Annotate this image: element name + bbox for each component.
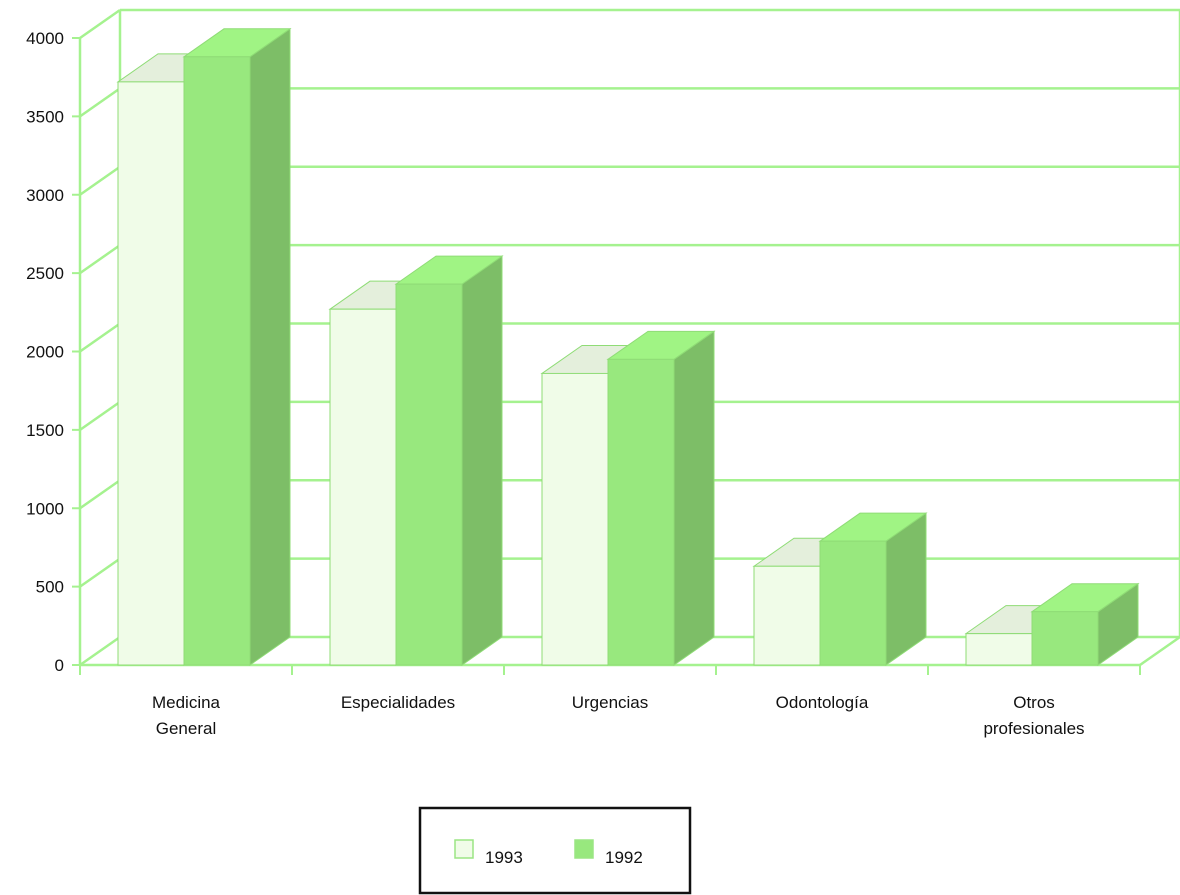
gridline-diagonal (79, 479, 121, 510)
bar-front (819, 540, 887, 666)
y-tick-label: 0 (55, 656, 64, 675)
y-tick-label: 2500 (26, 264, 64, 283)
legend-swatch (574, 839, 594, 859)
bar-front (1031, 611, 1099, 666)
floor-right-edge (1139, 635, 1180, 667)
gridline-diagonal (79, 400, 121, 431)
x-tick-label: Urgencias (572, 693, 649, 712)
gridline-diagonal (79, 557, 121, 588)
bar-front (117, 81, 185, 666)
bar (182, 27, 292, 666)
bar (394, 255, 504, 666)
bar-front (183, 56, 251, 666)
y-tick-label: 3500 (26, 107, 64, 126)
bar (606, 330, 716, 666)
y-tick-label: 2000 (26, 343, 64, 362)
x-tick-label: General (156, 719, 216, 738)
gridline-diagonal (79, 635, 121, 667)
bar-front (329, 308, 397, 666)
x-tick-label: Odontología (776, 693, 869, 712)
legend-swatch (454, 839, 474, 859)
x-tick-label: Especialidades (341, 693, 455, 712)
gridline-diagonal (79, 244, 121, 275)
x-tick-label: Medicina (152, 693, 221, 712)
bar (818, 512, 928, 666)
legend-label: 1993 (485, 848, 523, 867)
legend: 1993 1992 (418, 806, 692, 895)
x-tick-label: Otros (1013, 693, 1055, 712)
bar-side (249, 27, 291, 666)
y-tick-label: 1000 (26, 499, 64, 518)
bar-front (395, 283, 463, 666)
gridline-diagonal (79, 87, 121, 118)
bar-front (541, 372, 609, 666)
bars-layer (116, 27, 1140, 666)
bar (1030, 582, 1140, 666)
x-tick-label: profesionales (983, 719, 1084, 738)
gridline-diagonal (79, 322, 121, 353)
gridline-diagonal (79, 165, 121, 196)
y-tick-label: 1500 (26, 421, 64, 440)
gridline-diagonal (79, 8, 121, 40)
y-tick-label: 4000 (26, 29, 64, 48)
bar-front (607, 358, 675, 666)
y-tick-label: 3000 (26, 186, 64, 205)
bar-side (673, 330, 715, 666)
y-tick-label: 500 (36, 578, 64, 597)
legend-label: 1992 (605, 848, 643, 867)
bar-front (965, 633, 1033, 666)
bar-front (753, 565, 821, 666)
labels-layer: 0 500 1000 1500 2000 2500 3000 3500 4000 Medicina… (26, 29, 1084, 738)
bar-side (461, 255, 503, 666)
